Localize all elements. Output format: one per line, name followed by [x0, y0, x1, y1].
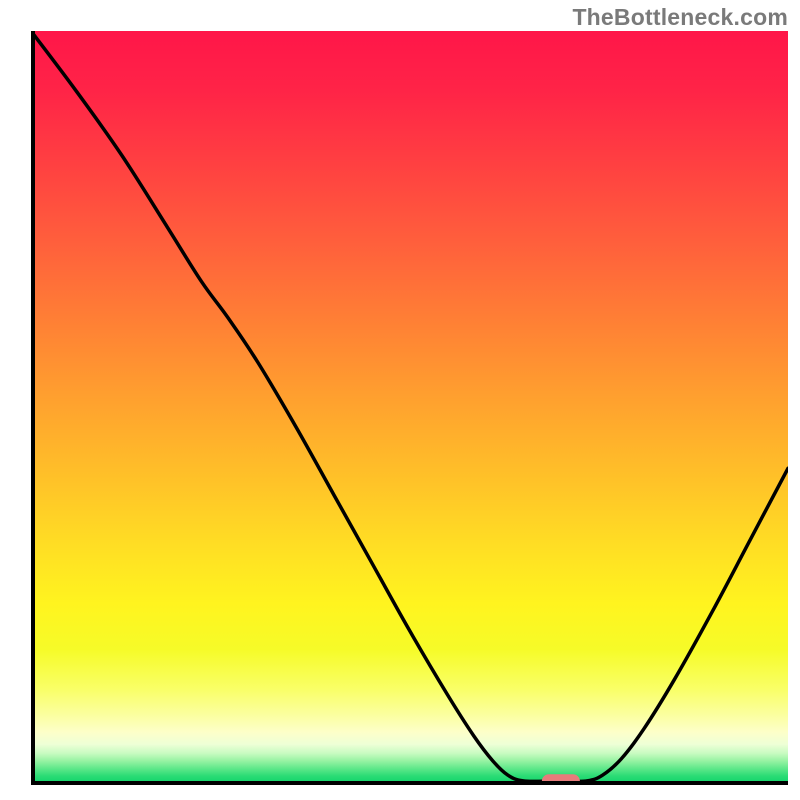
bottleneck-chart [31, 31, 788, 785]
chart-background [31, 31, 788, 785]
watermark-text: TheBottleneck.com [572, 4, 788, 31]
chart-svg [31, 31, 788, 785]
